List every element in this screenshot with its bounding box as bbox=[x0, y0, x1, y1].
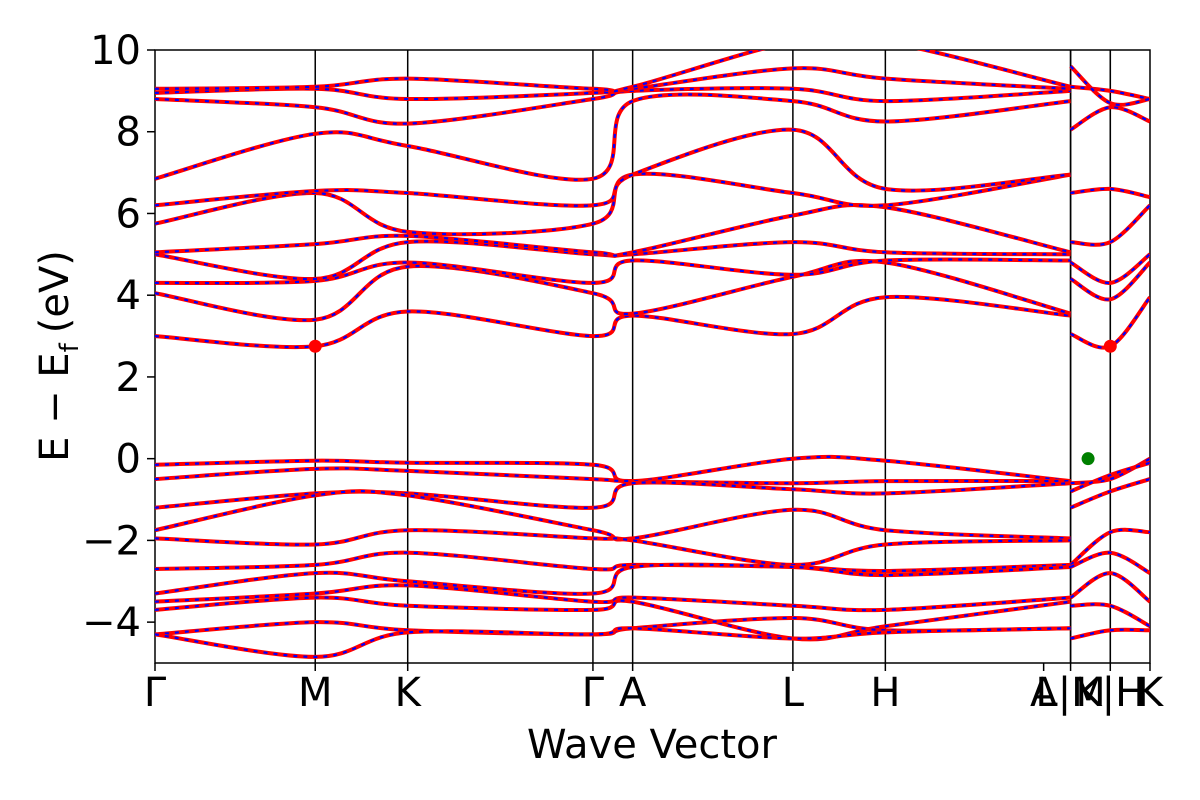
y-tick-label: 10 bbox=[90, 28, 141, 74]
short-band-5-dashed bbox=[1069, 571, 1150, 603]
y-tick-label: 0 bbox=[116, 437, 141, 483]
y-axis-ticks: −4 −2 0 2 4 6 8 10 bbox=[82, 28, 155, 646]
x-tick-label: L bbox=[782, 670, 805, 716]
band-21-dashed bbox=[155, 50, 1071, 93]
band-0-dashed bbox=[155, 455, 1071, 483]
short-band-9-dashed bbox=[1070, 261, 1150, 301]
y-tick-label: −2 bbox=[82, 518, 141, 564]
short-band-11-dashed bbox=[1070, 204, 1150, 246]
high-symmetry-lines bbox=[314, 50, 1112, 663]
band-12-dashed bbox=[155, 259, 1071, 322]
y-tick-label: 4 bbox=[116, 273, 141, 319]
bands-group bbox=[155, 50, 1150, 659]
band-10-solid bbox=[155, 626, 1071, 659]
plot-area bbox=[154, 49, 1151, 664]
band-7-dashed bbox=[155, 584, 1071, 612]
y-axis-title-text: E − Ef (eV) bbox=[32, 250, 85, 462]
band-8-dashed bbox=[155, 596, 1071, 641]
band-5-solid bbox=[155, 550, 1071, 574]
x-tick-label: K|H bbox=[1075, 670, 1145, 716]
short-band-13-dashed bbox=[1070, 106, 1150, 131]
band-18-dashed bbox=[155, 93, 1071, 181]
short-band-4-dashed bbox=[1070, 551, 1150, 575]
x-tick-label: Γ bbox=[144, 670, 167, 716]
short-band-15-dashed bbox=[1069, 65, 1150, 106]
x-axis-title: Wave Vector bbox=[527, 722, 778, 768]
band-11-dashed bbox=[155, 295, 1071, 349]
y-axis-title-sub: f bbox=[55, 342, 85, 352]
band-5-dashed bbox=[155, 551, 1071, 573]
cbm-marker bbox=[1103, 339, 1117, 353]
band-17-dashed bbox=[155, 128, 1071, 207]
extrema-markers bbox=[308, 339, 1117, 466]
band-16-dashed bbox=[155, 172, 1071, 236]
short-band-0-dashed bbox=[1070, 457, 1150, 485]
x-tick-label: H bbox=[870, 670, 900, 716]
x-tick-label: K bbox=[395, 670, 423, 716]
vbm-marker bbox=[1081, 452, 1095, 466]
x-tick-label: K bbox=[1137, 670, 1165, 716]
y-axis-title: E − Ef (eV) bbox=[32, 250, 85, 462]
x-tick-label: M bbox=[298, 670, 333, 716]
band-6-solid bbox=[155, 562, 1071, 596]
plot-frame bbox=[154, 49, 1151, 664]
short-band-14-dashed bbox=[1070, 85, 1150, 101]
x-tick-label: L|M bbox=[1035, 670, 1105, 716]
x-axis-ticks: Γ M K Γ A L H AL|MK|HK bbox=[144, 663, 1165, 716]
y-tick-label: −4 bbox=[82, 600, 141, 646]
short-band-7-dashed bbox=[1070, 628, 1150, 640]
y-tick-label: 8 bbox=[116, 110, 141, 156]
band-1-dashed bbox=[155, 467, 1071, 485]
y-tick-label: 2 bbox=[116, 355, 141, 401]
x-tick-label: Γ bbox=[582, 670, 605, 716]
cbm-marker bbox=[308, 339, 322, 353]
short-band-12-dashed bbox=[1070, 187, 1150, 199]
band-2-dashed bbox=[155, 481, 1071, 509]
band-15-solid bbox=[155, 202, 1072, 258]
x-tick-label: A bbox=[619, 670, 647, 716]
y-axis-title-main: E − E bbox=[32, 352, 78, 462]
short-band-6-solid bbox=[1070, 602, 1150, 628]
y-tick-label: 6 bbox=[116, 191, 141, 237]
x-tick-label: A bbox=[1030, 670, 1058, 716]
band-3-dashed bbox=[155, 490, 1071, 541]
short-band-10-dashed bbox=[1070, 253, 1150, 285]
band-2-solid bbox=[155, 480, 1071, 510]
short-band-1-dashed bbox=[1070, 461, 1150, 493]
y-axis-title-unit: (eV) bbox=[32, 250, 78, 333]
band-4-dashed bbox=[155, 529, 1071, 567]
short-band-2-dashed bbox=[1070, 478, 1150, 509]
band-19-dashed bbox=[155, 87, 1071, 125]
short-band-3-dashed bbox=[1069, 528, 1150, 566]
band-15-dashed bbox=[155, 203, 1071, 257]
